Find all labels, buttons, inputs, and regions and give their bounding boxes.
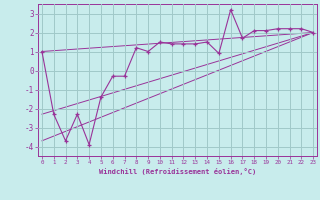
X-axis label: Windchill (Refroidissement éolien,°C): Windchill (Refroidissement éolien,°C) [99, 168, 256, 175]
